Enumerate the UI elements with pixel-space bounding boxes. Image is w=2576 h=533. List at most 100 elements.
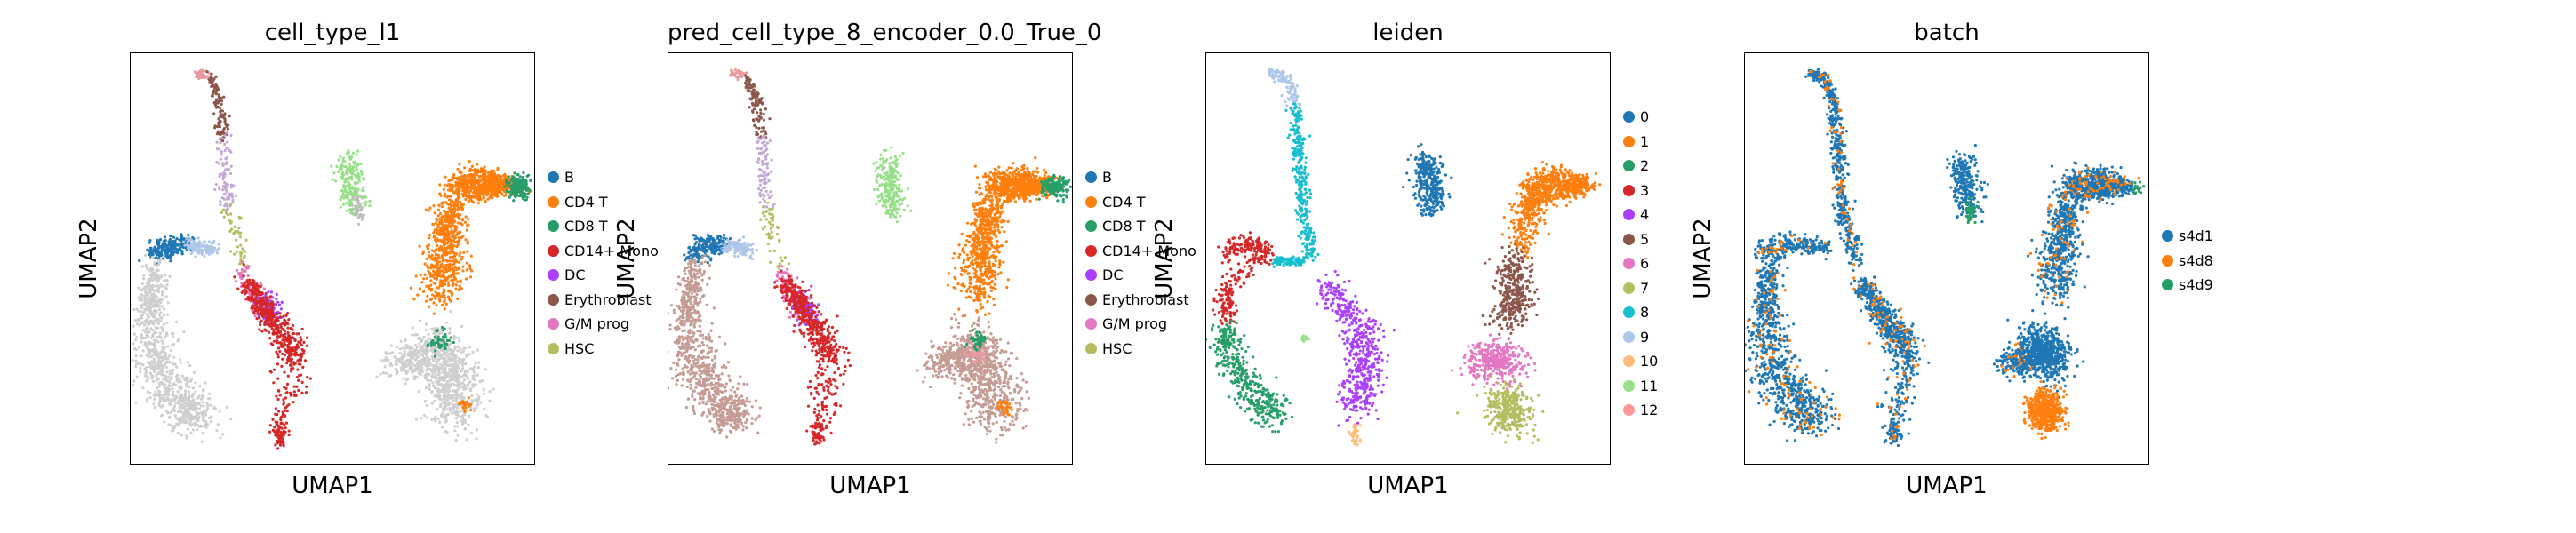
cluster-points: [330, 149, 372, 216]
legend-swatch: [548, 318, 559, 330]
legend-label: 3: [1640, 181, 1650, 199]
legend-swatch: [1085, 244, 1097, 257]
legend-item: s4d1: [2162, 224, 2213, 249]
cluster-points: [409, 195, 474, 315]
cluster-points: [457, 396, 473, 414]
x-axis-label: UMAP1: [1906, 473, 1988, 499]
legend-swatch: [548, 293, 559, 306]
legend-item: s4d9: [2162, 273, 2213, 298]
legend-label: 4: [1640, 206, 1650, 224]
umap-scatter: [668, 68, 1072, 446]
legend-item: CD8 T: [1085, 214, 1196, 239]
cluster-points: [404, 310, 495, 442]
cluster-points: [1834, 202, 1864, 273]
cluster-points: [205, 70, 231, 143]
legend-label: 6: [1640, 255, 1650, 273]
cluster-points: [668, 254, 762, 439]
legend-label: B: [1102, 169, 1112, 187]
legend: 0 1 2 3 4 5 6 7 8 9 10 11 12: [1623, 105, 1658, 423]
cluster-points: [963, 329, 988, 352]
panel-pred-cell-type: pred_cell_type_8_encoder_0.0_True_0 UMAP…: [613, 0, 1201, 533]
umap-scatter: [131, 68, 532, 450]
cluster-points: [1316, 269, 1396, 427]
cluster-points: [719, 235, 758, 261]
legend-swatch: [1085, 293, 1097, 306]
legend-label: CD4 T: [1102, 193, 1146, 211]
legend-swatch: [548, 220, 559, 233]
legend-label: 8: [1640, 304, 1650, 322]
legend: B CD4 T CD8 T CD14+ Mono DC Erythroblast…: [548, 165, 659, 361]
x-axis-label: UMAP1: [829, 473, 911, 499]
cluster-points: [756, 134, 776, 213]
legend-item: DC: [548, 263, 659, 288]
cluster-points: [2064, 166, 2140, 201]
legend-item: 8: [1623, 300, 1658, 325]
cluster-points: [1757, 234, 1828, 255]
legend-swatch: [1623, 379, 1635, 392]
cluster-points: [1481, 243, 1540, 341]
legend-label: 11: [1640, 377, 1659, 394]
cluster-points: [1808, 70, 1843, 134]
legend-swatch: [1085, 269, 1097, 282]
legend-label: s4d9: [2179, 276, 2213, 294]
legend-swatch: [2162, 279, 2173, 291]
legend-label: G/M prog: [1102, 315, 1168, 333]
chart-title: pred_cell_type_8_encoder_0.0_True_0: [668, 20, 1102, 46]
legend-item: B: [1085, 165, 1196, 190]
cluster-points: [773, 269, 851, 370]
legend-label: 9: [1640, 328, 1650, 346]
legend-swatch: [1623, 184, 1635, 196]
legend-item: CD4 T: [548, 190, 659, 215]
legend-item: HSC: [548, 337, 659, 362]
cluster-points: [1500, 161, 1602, 259]
cluster-points: [1267, 68, 1302, 114]
legend-label: 0: [1640, 108, 1650, 126]
x-axis-label: UMAP1: [292, 473, 373, 499]
legend-label: s4d8: [2179, 251, 2213, 269]
legend-swatch: [548, 171, 559, 184]
cluster-points: [946, 172, 1010, 317]
plot-area: [130, 52, 535, 465]
legend-label: CD8 T: [564, 218, 608, 235]
y-axis-label: UMAP2: [1151, 218, 1178, 299]
legend-swatch: [1623, 111, 1635, 123]
cluster-points: [1829, 134, 1857, 212]
legend-swatch: [2162, 254, 2173, 266]
legend-item: B: [548, 165, 659, 190]
cluster-points: [350, 195, 365, 226]
panel-cell-type-l1: cell_type_l1 UMAP1 UMAP2 B CD4 T CD8 T C…: [76, 0, 663, 533]
legend-swatch: [548, 342, 559, 354]
legend-swatch: [1623, 404, 1635, 417]
cluster-points: [743, 74, 772, 139]
cluster-points: [193, 68, 212, 81]
legend: B CD4 T CD8 T CD14+ Mono DC Erythroblast…: [1085, 165, 1196, 361]
legend-item: G/M prog: [1085, 312, 1196, 337]
cluster-points: [1852, 276, 1926, 367]
legend-label: HSC: [564, 339, 595, 357]
legend-label: DC: [564, 266, 586, 284]
cluster-points: [233, 263, 309, 365]
legend-swatch: [1085, 220, 1097, 233]
cluster-points: [973, 155, 1064, 205]
cluster-points: [1964, 196, 1980, 225]
legend-label: Erythroblast: [1102, 290, 1189, 308]
y-axis-label: UMAP2: [613, 218, 640, 299]
cluster-points: [502, 171, 532, 203]
legend-item: HSC: [1085, 337, 1196, 362]
legend-label: 7: [1640, 279, 1650, 297]
legend-label: CD14+ Mono: [1102, 242, 1196, 259]
legend-swatch: [1085, 318, 1097, 330]
cluster-points: [1211, 231, 1275, 325]
cluster-points: [2131, 180, 2146, 195]
legend-item: CD14+ Mono: [1085, 239, 1196, 264]
legend-swatch: [1623, 355, 1635, 368]
cluster-points: [1753, 230, 1833, 263]
plot-area: [1205, 52, 1611, 465]
legend-swatch: [548, 195, 559, 208]
legend-label: HSC: [1102, 339, 1132, 357]
umap-scatter: [1206, 68, 1602, 447]
legend-label: CD4 T: [564, 193, 608, 211]
legend-item: 1: [1623, 130, 1658, 155]
cluster-points: [729, 68, 750, 82]
legend-label: G/M prog: [564, 315, 630, 333]
